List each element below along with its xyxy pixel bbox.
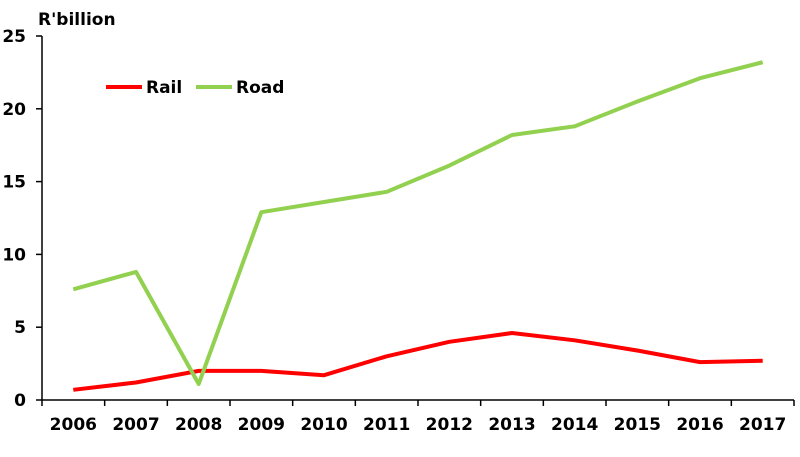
y-tick-label: 10 xyxy=(2,245,26,265)
series-lines xyxy=(72,60,764,392)
x-tick-label: 2006 xyxy=(50,415,97,435)
x-axis-ticks: 2006 2007 2008 2009 2010 2011 2012 2013 2014 2015… xyxy=(41,400,795,435)
series-line-road xyxy=(72,60,764,386)
x-tick-label: 2012 xyxy=(426,415,473,435)
x-tick-label: 2017 xyxy=(739,415,786,435)
x-tick-label: 2014 xyxy=(551,415,598,435)
y-axis-ticks: 0 5 10 15 20 25 xyxy=(2,27,42,411)
y-tick-label: 0 xyxy=(14,391,26,411)
legend-label-rail: Rail xyxy=(146,78,182,98)
legend: Rail Road xyxy=(106,78,284,98)
y-tick-label: 25 xyxy=(2,27,26,47)
y-tick-label: 5 xyxy=(14,318,26,338)
legend-label-road: Road xyxy=(236,78,284,98)
x-tick-label: 2013 xyxy=(488,415,535,435)
x-tick-label: 2007 xyxy=(112,415,159,435)
x-tick-label: 2016 xyxy=(676,415,723,435)
x-tick-label: 2009 xyxy=(238,415,285,435)
y-tick-label: 15 xyxy=(2,173,26,193)
y-tick-label: 20 xyxy=(2,100,26,120)
y-axis-unit-label: R'billion xyxy=(38,10,116,30)
x-tick-label: 2010 xyxy=(300,415,347,435)
series-line-rail xyxy=(73,331,763,392)
x-tick-label: 2011 xyxy=(363,415,410,435)
x-tick-label: 2008 xyxy=(175,415,222,435)
x-tick-label: 2015 xyxy=(614,415,661,435)
